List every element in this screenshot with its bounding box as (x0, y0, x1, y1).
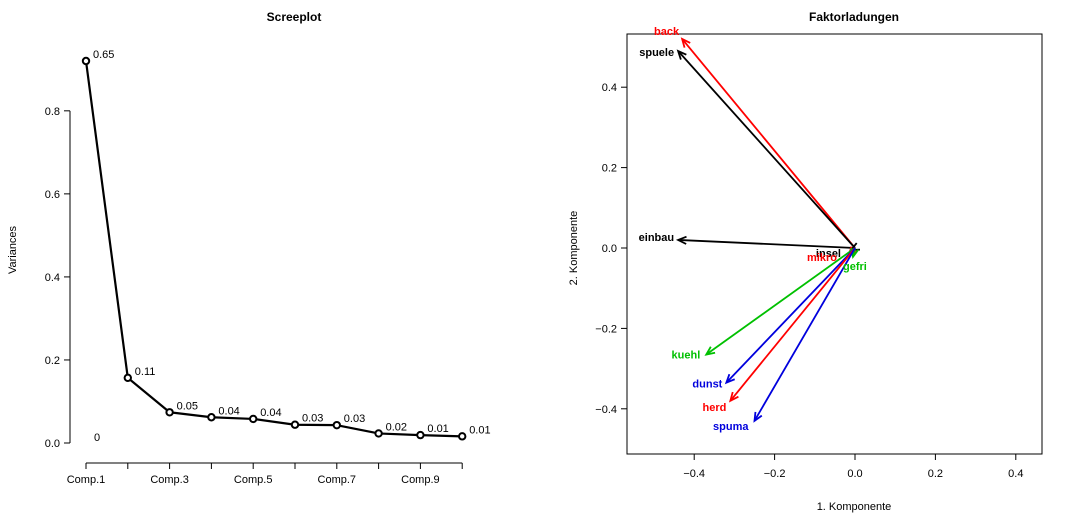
screeplot-point-label: 0.01 (427, 423, 448, 435)
loading-label-spuele: spuele (639, 47, 674, 59)
screeplot-x-tick-label: Comp.7 (318, 474, 357, 486)
screeplot-point (416, 430, 425, 440)
loadings-arrows (675, 37, 861, 423)
screeplot-x-tick-label: Comp.1 (67, 474, 106, 486)
screeplot-x-tick-label: Comp.3 (150, 474, 189, 486)
loadings-x-tick-label: 0.0 (847, 468, 862, 480)
loadings-x-axis-label: 1. Komponente (817, 501, 892, 513)
loadings-y-tick-label: −0.4 (595, 404, 617, 416)
loading-label-back: back (654, 26, 680, 38)
loading-label-mikro: mikro (807, 252, 837, 264)
screeplot-point (458, 432, 467, 441)
loading-arrowhead-dunst (724, 373, 736, 385)
screeplot-panel: Screeplot Variances 0 0.0 0.2 0.4 0.6 0.8 Com… (7, 10, 491, 486)
screeplot-y-tick-label: 0.0 (45, 438, 60, 450)
loadings-x-tick-label: 0.4 (1008, 468, 1023, 480)
screeplot-point-labels: 0.65 0.11 0.05 0.04 0.04 0.03 0.03 0.02 0.01 0.01 (93, 49, 491, 436)
screeplot-points (81, 56, 467, 441)
screeplot-point-label: 0.65 (93, 49, 114, 61)
loading-arrowhead-spuma (753, 411, 763, 423)
loading-arrow-spuma (753, 247, 856, 422)
loading-arrow-spuele (677, 50, 856, 249)
screeplot-point (207, 413, 216, 422)
loadings-y-tick-label: 0.2 (602, 163, 617, 175)
loadings-x-tick-label: 0.2 (928, 468, 943, 480)
screeplot-point-label: 0.04 (260, 407, 281, 419)
screeplot-y-tick-label: 0.4 (45, 272, 60, 284)
loading-arrow-kuehl (705, 247, 856, 356)
loadings-title: Faktorladungen (809, 10, 899, 24)
loading-arrow-back (681, 38, 856, 249)
screeplot-point (81, 56, 91, 66)
screeplot-annotation: 0 (94, 432, 100, 444)
screeplot-point-label: 0.05 (177, 400, 198, 412)
screeplot-point-label: 0.03 (344, 413, 365, 425)
screeplot-point (332, 420, 341, 430)
screeplot-point-label: 0.03 (302, 413, 323, 425)
loading-arrowhead-kuehl (704, 346, 716, 356)
screeplot-point (374, 429, 383, 438)
loading-arrowhead-spuele (676, 49, 687, 60)
loading-label-kuehl: kuehl (672, 350, 701, 362)
screeplot-point (165, 408, 174, 417)
screeplot-x-tick-label: Comp.9 (401, 474, 440, 486)
screeplot-title: Screeplot (267, 10, 322, 24)
screeplot-point-label: 0.02 (386, 421, 407, 433)
screeplot-point-label: 0.04 (218, 405, 239, 417)
loading-arrow-herd (729, 247, 856, 402)
loading-arrowhead-herd (728, 391, 739, 403)
loadings-y-tick-label: 0.0 (602, 243, 617, 255)
screeplot-y-tick-label: 0.2 (45, 355, 60, 367)
loadings-y-tick-label: −0.2 (595, 323, 617, 335)
screeplot-y-tick-label: 0.6 (45, 189, 60, 201)
screeplot-line-group (84, 60, 463, 438)
screeplot-point-label: 0.01 (469, 424, 490, 436)
loading-label-spuma: spuma (713, 421, 749, 433)
loading-label-insel: insel (816, 248, 841, 260)
loading-arrow-einbau (678, 239, 856, 249)
screeplot-x-tick-label: Comp.5 (234, 474, 273, 486)
loadings-x-tick-label: −0.2 (764, 468, 786, 480)
loadings-y-axis-label: 2. Komponente (568, 211, 580, 286)
loading-label-dunst: dunst (692, 379, 722, 391)
screeplot-point (123, 373, 133, 383)
loading-arrowhead-einbau (675, 235, 687, 245)
loadings-x-tick-label: −0.4 (683, 468, 705, 480)
loadings-y-tick-label: 0.4 (602, 82, 617, 94)
loadings-axes: −0.4 −0.2 0.0 0.2 0.4 −0.4 −0.2 0.0 0.2 0.4 (595, 82, 1023, 480)
screeplot-y-tick-label: 0.8 (45, 106, 60, 118)
loading-arrow-dunst (725, 247, 856, 384)
screeplot-point-label: 0.11 (135, 366, 156, 378)
screeplot-series-line (84, 60, 463, 438)
loading-arrowhead-back (680, 37, 691, 48)
loadings-panel: Faktorladungen 1. Komponente 2. Komponen… (568, 10, 1043, 513)
screeplot-y-axis-label: Variances (7, 225, 19, 274)
loading-label-einbau: einbau (639, 232, 674, 244)
screeplot-point (249, 414, 258, 424)
loading-label-herd: herd (703, 402, 727, 414)
screeplot-point (290, 420, 300, 429)
loading-label-gefri: gefri (843, 261, 867, 273)
screeplot-axes: 0.0 0.2 0.4 0.6 0.8 Comp.1 Comp.3 Comp.5 Comp.7 C… (45, 106, 463, 486)
